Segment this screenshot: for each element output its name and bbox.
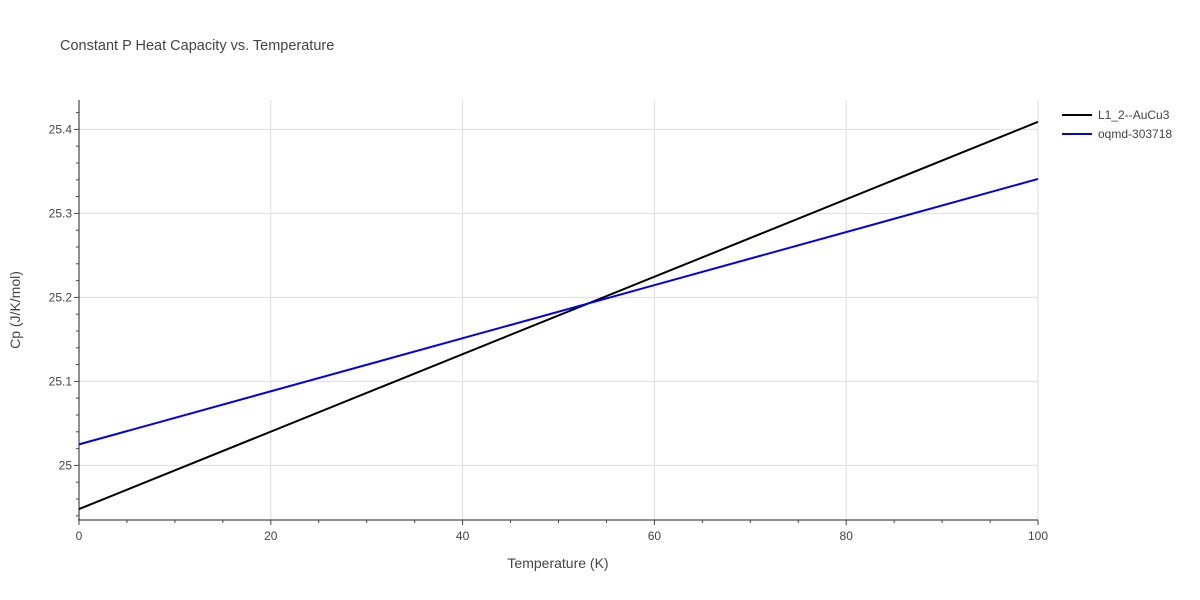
series-lines bbox=[78, 120, 1039, 511]
chart-title: Constant P Heat Capacity vs. Temperature bbox=[60, 38, 334, 54]
x-gridlines bbox=[270, 100, 1039, 520]
y-tick-label: 25 bbox=[59, 458, 73, 472]
x-tick-label: 0 bbox=[76, 529, 83, 543]
y-tick-label: 25.3 bbox=[49, 206, 73, 220]
y-tick-label: 25.4 bbox=[49, 122, 73, 136]
y-tick-label: 25.2 bbox=[49, 290, 73, 304]
y-tick-label: 25.1 bbox=[49, 374, 73, 388]
y-gridlines bbox=[79, 128, 1038, 466]
series-line-1 bbox=[78, 120, 1039, 511]
x-tick-label: 100 bbox=[1028, 529, 1048, 543]
y-axis-title: Cp (J/K/mol) bbox=[7, 271, 23, 349]
x-axis-title: Temperature (K) bbox=[507, 555, 608, 571]
axes bbox=[78, 100, 1038, 521]
series-line-2 bbox=[78, 177, 1039, 446]
x-tick-label: 20 bbox=[264, 529, 278, 543]
legend-label: L1_2--AuCu3 bbox=[1098, 108, 1170, 122]
legend[interactable]: L1_2--AuCu3 oqmd-303718 bbox=[1062, 108, 1172, 141]
y-axis-ticks: 25 25.1 25.2 25.3 25.4 bbox=[49, 112, 79, 517]
legend-label: oqmd-303718 bbox=[1098, 127, 1172, 141]
x-tick-label: 80 bbox=[840, 529, 854, 543]
x-tick-label: 60 bbox=[648, 529, 662, 543]
legend-item[interactable]: L1_2--AuCu3 bbox=[1062, 108, 1170, 122]
x-axis-ticks: 0 20 40 60 80 100 bbox=[76, 520, 1048, 543]
x-tick-label: 40 bbox=[456, 529, 470, 543]
legend-item[interactable]: oqmd-303718 bbox=[1062, 127, 1172, 141]
